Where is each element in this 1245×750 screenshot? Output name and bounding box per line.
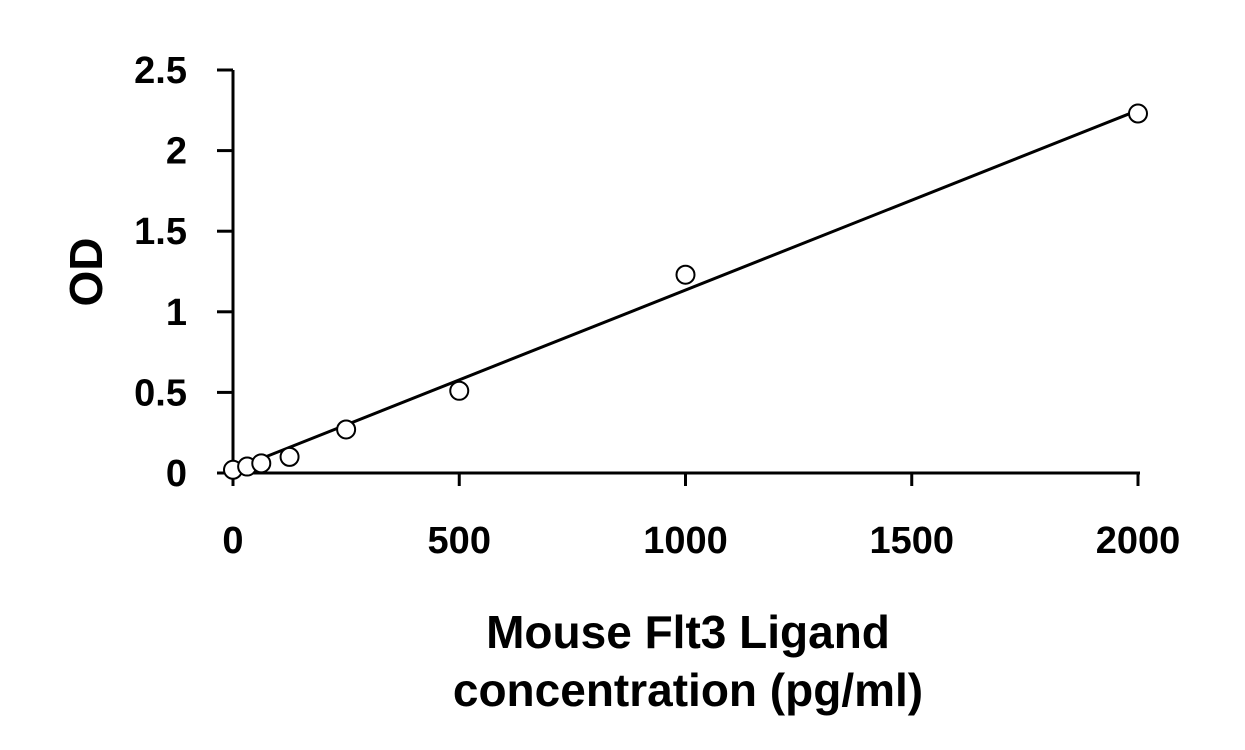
x-tick-label: 0 — [222, 520, 243, 562]
y-tick-label: 0 — [166, 453, 187, 495]
data-points — [223, 103, 1148, 480]
x-tick-label: 500 — [428, 520, 491, 562]
trendline-layer — [232, 108, 1139, 472]
y-tick-label: 1.5 — [134, 211, 187, 253]
data-point — [279, 446, 300, 467]
data-point — [1128, 103, 1148, 124]
x-axis-title-line: concentration (pg/ml) — [453, 664, 923, 716]
y-tick-label: 2.5 — [134, 50, 187, 92]
y-tick-label: 1 — [166, 292, 187, 334]
x-tick-label: 1500 — [869, 520, 954, 562]
axis-ticks: 0 0.5 1 1.5 2 2.5 0 500 1000 1500 2000 — [134, 50, 1180, 562]
trendline — [232, 108, 1139, 472]
x-tick-label: 1000 — [643, 520, 728, 562]
x-tick-label: 2000 — [1096, 520, 1181, 562]
data-point — [449, 380, 470, 401]
x-axis-title-line: Mouse Flt3 Ligand — [486, 606, 890, 658]
data-point — [675, 264, 696, 285]
data-point — [336, 419, 357, 440]
y-axis-title: OD — [60, 238, 112, 307]
y-tick-label: 2 — [166, 131, 187, 173]
axis-labels: Mouse Flt3 Ligand concentration (pg/ml) OD — [60, 238, 923, 717]
data-point — [251, 453, 272, 474]
y-tick-label: 0.5 — [134, 372, 187, 414]
axes — [217, 70, 1140, 476]
